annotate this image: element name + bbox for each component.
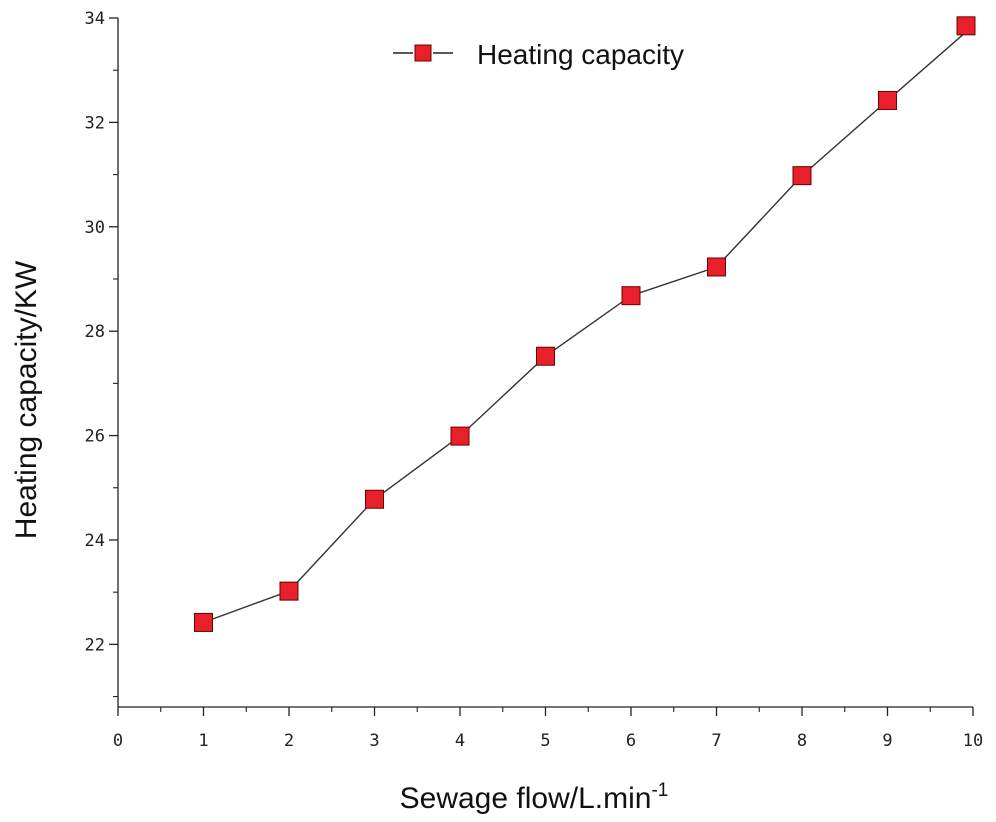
data-point — [621, 286, 641, 306]
legend: Heating capacity — [393, 39, 684, 70]
x-tick-label: 0 — [113, 731, 123, 751]
y-tick-label: 26 — [85, 427, 105, 447]
x-tick-label: 1 — [198, 731, 208, 751]
x-tick-label: 5 — [540, 731, 550, 751]
y-tick-label: 34 — [85, 9, 105, 29]
x-tick-label: 4 — [455, 731, 465, 751]
x-tick-label: 9 — [882, 731, 892, 751]
x-axis-title-text: Sewage flow/L.min — [400, 782, 652, 815]
series-layer — [194, 16, 976, 632]
x-tick-label: 2 — [284, 731, 294, 751]
data-point — [707, 257, 726, 277]
y-tick-label: 32 — [85, 113, 105, 133]
x-ticks: 0 1 2 3 4 5 6 7 8 9 10 — [113, 707, 983, 751]
y-ticks: 22 24 26 28 30 32 34 — [85, 9, 118, 698]
legend-marker — [414, 44, 432, 62]
data-point — [878, 90, 897, 110]
y-tick-label: 22 — [85, 635, 105, 655]
data-point — [194, 612, 213, 632]
x-tick-label: 6 — [626, 731, 636, 751]
x-axis-title: Sewage flow/L.min-1 — [400, 780, 669, 815]
data-point — [365, 489, 384, 509]
data-point — [279, 581, 299, 601]
legend-label: Heating capacity — [477, 39, 684, 70]
x-tick-label: 7 — [711, 731, 721, 751]
data-point — [956, 16, 976, 36]
x-tick-label: 8 — [797, 731, 807, 751]
data-point — [536, 346, 555, 366]
y-tick-label: 24 — [85, 531, 105, 551]
x-axis-title-superscript: -1 — [651, 780, 668, 801]
data-point — [450, 426, 470, 446]
y-tick-label: 30 — [85, 218, 105, 238]
data-point — [792, 166, 812, 186]
x-tick-label: 3 — [369, 731, 379, 751]
y-axis-title: Heating capacity/KW — [10, 260, 43, 539]
x-tick-label: 10 — [963, 731, 983, 751]
y-tick-label: 28 — [85, 322, 105, 342]
series-line — [203, 25, 974, 624]
